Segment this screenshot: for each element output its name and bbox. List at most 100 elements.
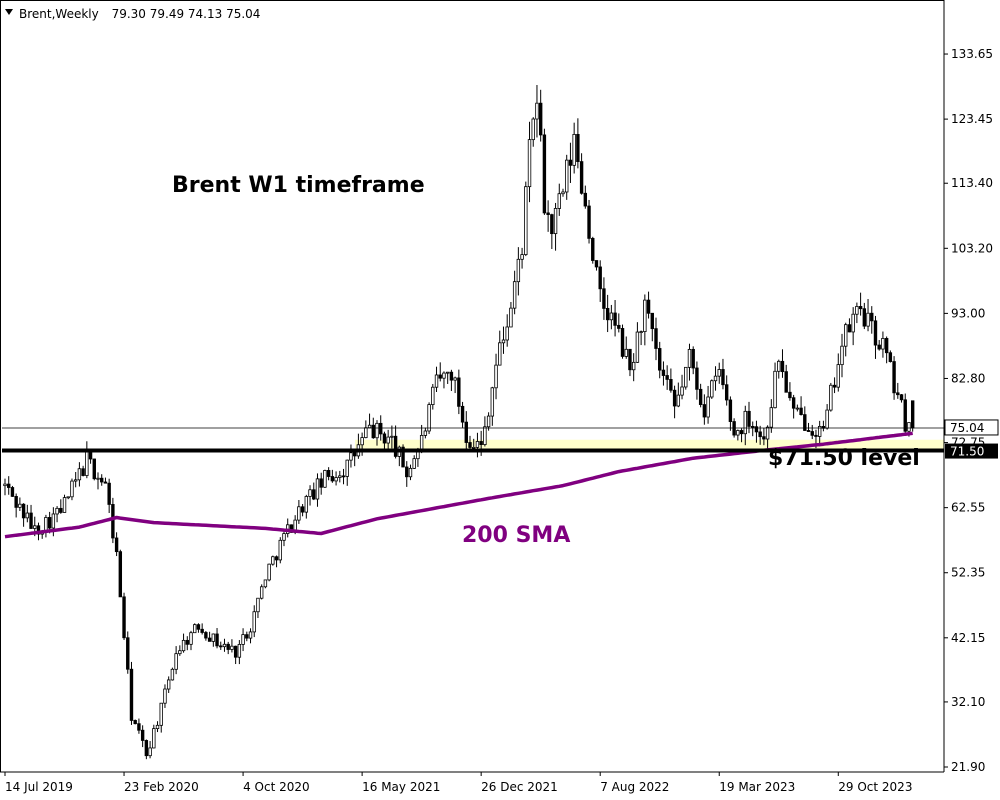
candle: [3, 478, 7, 496]
candle: [274, 555, 279, 568]
candle-body: [635, 331, 640, 363]
candle: [583, 185, 588, 209]
candle: [680, 374, 684, 400]
candle: [542, 128, 547, 215]
candle-body: [21, 503, 26, 519]
candle-body: [326, 470, 331, 477]
candle-body: [278, 539, 282, 561]
candle-body: [888, 352, 893, 362]
candle: [658, 341, 662, 379]
candle: [505, 314, 509, 347]
candle-body: [851, 313, 855, 333]
candle: [858, 292, 863, 316]
candle-body: [419, 435, 424, 452]
candle-body: [803, 414, 807, 431]
candle-body: [73, 479, 78, 482]
candle: [129, 661, 134, 725]
candle-body: [442, 372, 446, 379]
candle-body: [475, 441, 480, 448]
candle: [512, 270, 517, 315]
candle-body: [773, 370, 777, 409]
candle-body: [144, 740, 149, 757]
candle: [103, 477, 108, 484]
x-tick-label: 7 Aug 2022: [600, 780, 669, 794]
candle-body: [806, 430, 811, 432]
candle-body: [248, 631, 253, 639]
candle: [870, 306, 874, 334]
candle: [598, 260, 602, 302]
current-price-tag-label: 75.04: [950, 421, 984, 435]
candle-body: [896, 392, 900, 396]
candle: [92, 458, 96, 481]
candle-body: [111, 504, 115, 539]
candle-body: [777, 360, 781, 372]
candle-body: [390, 435, 394, 438]
candle: [431, 383, 435, 410]
candle: [721, 358, 725, 390]
support-zone: [355, 439, 944, 451]
x-tick-label: 23 Feb 2020: [124, 780, 199, 794]
candle-body: [862, 308, 867, 327]
candle-body: [107, 482, 111, 505]
candle-body: [550, 214, 554, 235]
candle: [628, 348, 632, 377]
sma-annotation: 200 SMA: [462, 523, 570, 548]
candle: [791, 394, 796, 419]
candle-body: [565, 159, 569, 193]
candle-body: [609, 312, 614, 321]
candle: [7, 476, 11, 495]
candle-body: [215, 633, 219, 647]
candle-body: [148, 747, 152, 757]
symbol-label[interactable]: Brent,Weekly: [19, 7, 99, 21]
candle: [903, 393, 907, 436]
candle-body: [643, 299, 647, 333]
candle: [531, 117, 535, 147]
candle-body: [650, 312, 654, 330]
candle: [133, 719, 137, 725]
candle-body: [163, 688, 167, 704]
candle: [892, 356, 896, 400]
candle: [267, 563, 271, 582]
candle: [222, 638, 227, 652]
candle-body: [717, 369, 721, 377]
candle-body: [114, 537, 119, 553]
candle-body: [200, 628, 204, 633]
candle-body: [669, 379, 673, 391]
candle-body: [364, 427, 368, 439]
candle: [159, 702, 163, 733]
candle-body: [587, 205, 591, 239]
candle: [449, 369, 454, 392]
candle: [654, 317, 658, 361]
candle-body: [490, 387, 495, 417]
candle: [445, 371, 450, 384]
candle-body: [572, 133, 576, 166]
candle-body: [687, 348, 692, 368]
candle-body: [252, 611, 256, 633]
candle-body: [267, 563, 271, 581]
candle: [762, 427, 766, 446]
candle-body: [520, 254, 524, 260]
x-tick-label: 26 Dec 2021: [481, 780, 558, 794]
candle-body: [122, 596, 126, 639]
candle: [278, 537, 282, 564]
candle: [475, 432, 480, 458]
symbol-menu-caret-icon[interactable]: [5, 9, 13, 15]
candle-body: [129, 668, 134, 721]
candle: [605, 294, 610, 333]
candle: [241, 628, 245, 652]
candle-body: [412, 458, 416, 469]
candle: [178, 645, 182, 656]
candle: [114, 532, 119, 557]
y-tick-label: 62.55: [951, 501, 985, 515]
candle: [847, 318, 852, 333]
candle: [538, 89, 543, 142]
candle-body: [810, 431, 814, 436]
candle-body: [233, 645, 238, 658]
candle: [405, 461, 409, 487]
candle: [170, 667, 175, 681]
candle: [25, 504, 30, 523]
candle-body: [765, 426, 770, 440]
candle-body: [509, 307, 513, 328]
candle-body: [166, 679, 171, 690]
